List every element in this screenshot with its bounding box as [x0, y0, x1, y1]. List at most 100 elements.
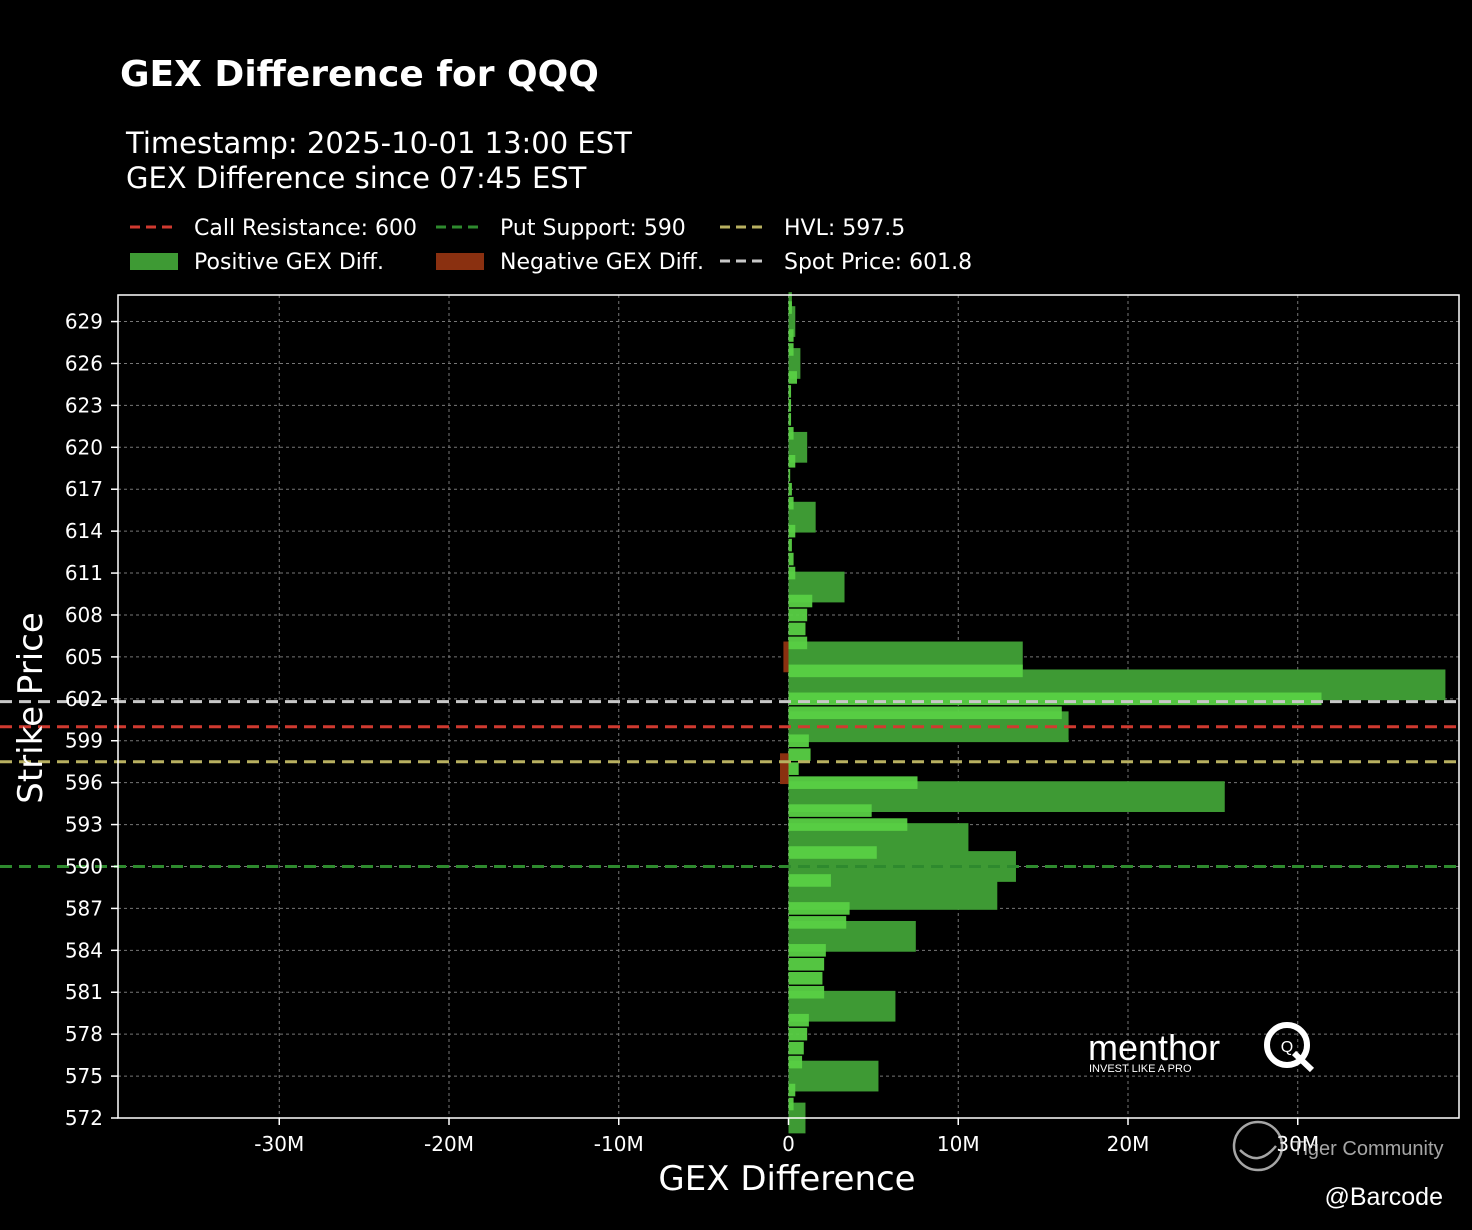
positive-gex-bar [788, 468, 791, 482]
menthor-q-icon [1264, 1022, 1310, 1068]
positive-gex-bar [788, 371, 797, 384]
legend-label: Put Support: 590 [500, 216, 686, 241]
positive-gex-bar [788, 524, 796, 538]
positive-gex-bar [788, 636, 808, 650]
positive-gex-bar [788, 971, 823, 985]
positive-gex-bar [788, 399, 792, 412]
y-tick-label: 620 [65, 435, 103, 459]
positive-gex-bar [788, 348, 801, 379]
menthorq-logo: menthor Q INVEST LIKE A PRO [1088, 1022, 1315, 1075]
x-tick-label: 20M [1107, 1132, 1150, 1156]
y-tick-label: 593 [65, 813, 103, 837]
x-tick-label: -30M [254, 1132, 304, 1156]
y-tick-label: 572 [65, 1106, 103, 1130]
y-tick-label: 587 [65, 896, 103, 920]
positive-gex-bar [788, 706, 1062, 720]
positive-gex-bar [788, 846, 877, 859]
y-tick-label: 623 [65, 393, 103, 417]
x-tick-label: 10M [937, 1132, 980, 1156]
menthor-tagline: INVEST LIKE A PRO [1089, 1063, 1192, 1075]
positive-gex-bar [788, 902, 850, 915]
positive-gex-bar [788, 734, 809, 748]
positive-gex-bar [788, 1013, 809, 1027]
positive-gex-bar [788, 385, 792, 398]
y-tick-label: 602 [65, 687, 103, 711]
positive-gex-bar [788, 985, 825, 999]
positive-gex-bar [788, 804, 872, 817]
legend-swatch [436, 253, 484, 270]
positive-gex-bar [788, 1083, 796, 1097]
positive-gex-bar [788, 454, 796, 468]
positive-gex-bar [788, 1097, 794, 1111]
positive-gex-bar [788, 1027, 808, 1041]
y-axis-label: Strike Price [11, 612, 51, 803]
y-tick-label: 599 [65, 729, 103, 753]
chart-subtitle-timestamp: Timestamp: 2025-10-01 13:00 EST [126, 126, 632, 160]
positive-gex-bar [788, 306, 796, 337]
x-axis-label: GEX Difference [658, 1159, 915, 1199]
legend-swatch [130, 253, 178, 270]
tiger-logo-stripe-icon [1239, 1145, 1277, 1160]
y-tick-label: 590 [65, 854, 103, 878]
positive-gex-bar [788, 496, 794, 510]
positive-gex-bar [788, 762, 799, 775]
positive-gex-bar [788, 818, 908, 831]
y-tick-label: 611 [65, 561, 103, 585]
y-tick-label: 575 [65, 1064, 103, 1088]
legend-label: Positive GEX Diff. [194, 250, 384, 275]
positive-gex-bar [788, 692, 1322, 706]
positive-gex-bar [788, 482, 792, 496]
positive-gex-bar [788, 1041, 804, 1055]
positive-gex-bar [788, 594, 813, 608]
menthor-q-tail [1291, 1050, 1315, 1073]
chart-title: GEX Difference for QQQ [120, 54, 599, 95]
positive-gex-bar [788, 944, 826, 957]
y-tick-label: 605 [65, 645, 103, 669]
chart-bars [780, 292, 1446, 1134]
x-tick-label: -10M [594, 1132, 644, 1156]
positive-gex-bar [788, 916, 847, 929]
positive-gex-bar [788, 538, 792, 552]
legend-label: Negative GEX Diff. [500, 250, 704, 275]
y-tick-label: 581 [65, 980, 103, 1004]
positive-gex-bar [788, 427, 794, 440]
chart-ticks: -30M -20M -10M 0 10M 20M 30M 629 626 623 620 617 614… [65, 310, 1319, 1156]
positive-gex-bar [788, 1060, 879, 1092]
positive-gex-bar [788, 958, 825, 971]
positive-gex-bar [788, 664, 1023, 678]
y-tick-label: 608 [65, 603, 103, 627]
chart-subtitle-since: GEX Difference since 07:45 EST [126, 161, 587, 195]
tiger-community-watermark: Tiger Community [1232, 1120, 1444, 1172]
positive-gex-bar [788, 329, 794, 342]
menthor-brand-text: menthor [1088, 1027, 1220, 1068]
menthor-q-mark: Q [1281, 1039, 1293, 1056]
x-tick-label: 0 [782, 1132, 795, 1156]
x-tick-label: -20M [424, 1132, 474, 1156]
y-tick-label: 617 [65, 477, 103, 501]
author-handle: @Barcode [1325, 1183, 1444, 1211]
legend-label: Call Resistance: 600 [194, 216, 417, 241]
legend-label: HVL: 597.5 [784, 216, 905, 241]
y-tick-label: 614 [65, 519, 103, 543]
x-tick-label: 30M [1276, 1132, 1319, 1156]
positive-gex-bar [788, 776, 918, 789]
positive-gex-bar [788, 622, 806, 636]
tiger-community-text: Tiger Community [1292, 1138, 1444, 1160]
legend-label: Spot Price: 601.8 [784, 250, 972, 275]
y-tick-label: 596 [65, 771, 103, 795]
y-tick-label: 578 [65, 1022, 103, 1046]
positive-gex-bar [788, 343, 794, 356]
y-tick-label: 629 [65, 310, 103, 334]
positive-gex-bar [788, 874, 831, 887]
positive-gex-bar [788, 301, 792, 314]
positive-gex-bar [788, 413, 792, 426]
negative-gex-bar [783, 641, 789, 673]
chart-legend: Call Resistance: 600 Put Support: 590 HVL:… [130, 216, 972, 275]
positive-gex-bar [788, 608, 808, 622]
y-tick-label: 584 [65, 938, 103, 962]
positive-gex-bar [788, 748, 811, 761]
positive-gex-bar [788, 1055, 803, 1069]
y-tick-label: 626 [65, 351, 103, 375]
positive-gex-bar [788, 552, 794, 566]
